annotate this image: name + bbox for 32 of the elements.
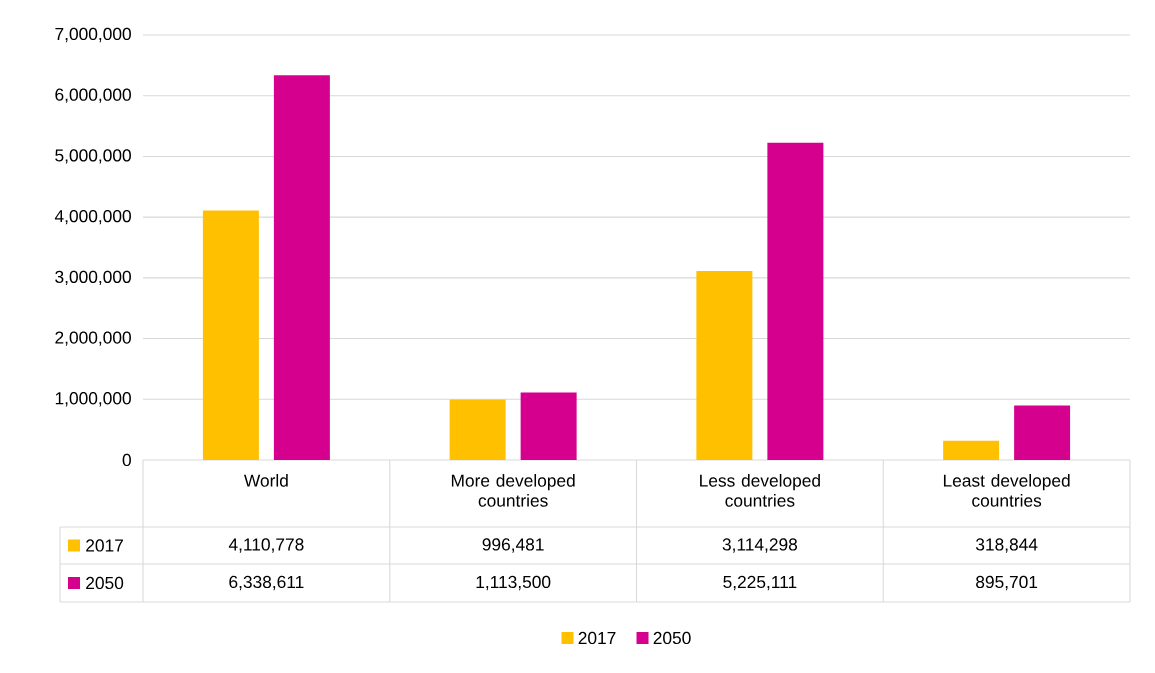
- bar: [767, 142, 824, 460]
- bar: [1014, 405, 1071, 460]
- bar: [273, 75, 330, 460]
- y-tick-label: 0: [122, 453, 131, 467]
- legend-label: 2017: [86, 539, 123, 552]
- data-label: 996,481: [482, 538, 544, 553]
- text: 2050: [86, 576, 124, 590]
- data-label: 5,225,111: [723, 575, 797, 591]
- y-tick-label: 2,000,000: [55, 331, 131, 346]
- bar: [449, 399, 506, 460]
- text: 2017: [578, 631, 616, 645]
- data-label: 895,701: [976, 575, 1038, 591]
- data-label: 1,113,500: [476, 575, 551, 591]
- y-tick-label: 5,000,000: [55, 149, 131, 164]
- data-label: 318,844: [975, 538, 1038, 553]
- x-tick-label: Least developed countries: [943, 474, 1070, 507]
- y-tick-label: 1,000,000: [55, 392, 131, 407]
- y-tick-label: 4,000,000: [54, 209, 131, 225]
- bar: [202, 210, 259, 460]
- data-label: 6,338,611: [229, 575, 304, 591]
- bar: [520, 392, 577, 460]
- data-label: 3,114,298: [722, 538, 798, 553]
- y-tick-label: 7,000,000: [55, 27, 131, 43]
- legend-label: 2050: [653, 631, 691, 645]
- bar: [943, 440, 1000, 460]
- x-tick-label: More developed countries: [451, 474, 575, 507]
- data-label: 4,110,778: [228, 538, 304, 553]
- y-tick-label: 3,000,000: [55, 270, 131, 285]
- x-tick-label: Less developed countries: [700, 474, 820, 507]
- bar: [696, 270, 753, 460]
- y-tick-label: 6,000,000: [55, 88, 131, 103]
- x-tick-label: World: [243, 474, 288, 487]
